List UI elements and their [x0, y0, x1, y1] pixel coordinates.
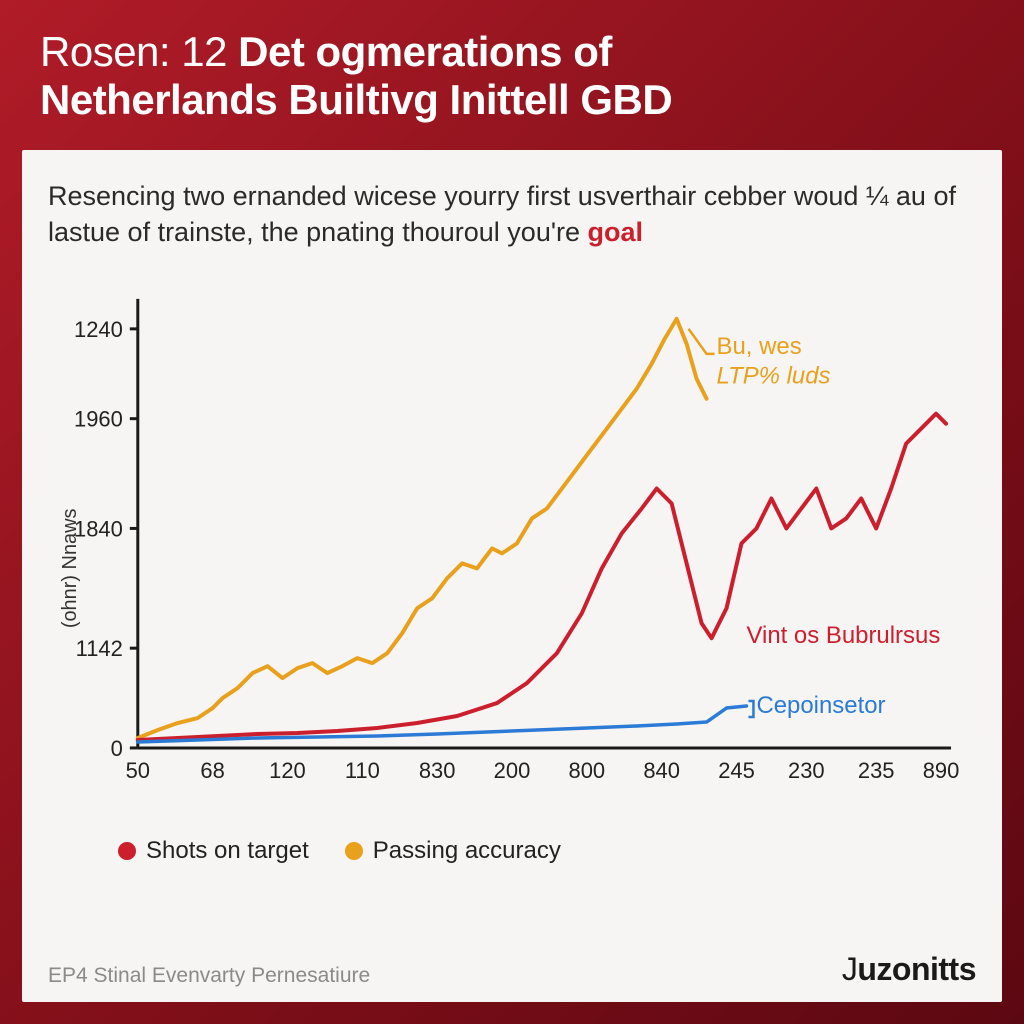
- title-line-1: Rosen: 12 Det ogmerations of: [40, 28, 984, 76]
- chart-area: 1240 1960 1840 1142 0 50 68 120 110 830 200 800 840…: [48, 269, 976, 829]
- legend-item-passing: Passing accuracy: [345, 837, 561, 865]
- svg-text:1142: 1142: [76, 636, 123, 661]
- svg-text:890: 890: [923, 758, 960, 783]
- svg-text:1240: 1240: [74, 317, 123, 342]
- svg-text:50: 50: [126, 758, 150, 783]
- svg-text:Bu, wes: Bu, wes: [717, 333, 802, 360]
- svg-text:200: 200: [494, 758, 531, 783]
- legend-dot-icon: [118, 842, 136, 860]
- subhead-text: Resencing two ernanded wicese yourry fir…: [48, 181, 956, 247]
- legend-label: Passing accuracy: [373, 837, 561, 865]
- subheading: Resencing two ernanded wicese yourry fir…: [48, 178, 976, 251]
- legend-dot-icon: [345, 842, 363, 860]
- legend: Shots on target Passing accuracy: [48, 829, 976, 865]
- svg-text:1960: 1960: [74, 407, 123, 432]
- x-tick-labels: 50 68 120 110 830 200 800 840 245 230 235 890: [126, 758, 960, 783]
- svg-text:Cepoinsetor: Cepoinsetor: [756, 692, 885, 719]
- brand-logo: Juzonitts: [842, 951, 976, 988]
- svg-text:235: 235: [858, 758, 895, 783]
- infographic-card: Rosen: 12 Det ogmerations of Netherlands…: [0, 0, 1024, 1024]
- svg-text:68: 68: [200, 758, 224, 783]
- svg-text:120: 120: [269, 758, 306, 783]
- svg-text:800: 800: [569, 758, 606, 783]
- subhead-goal-word: goal: [588, 217, 644, 247]
- y-axis-label: (ohnr) Nnaws: [59, 508, 81, 628]
- footer-row: EP4 Stinal Evenvarty Pernesatiure Juzoni…: [48, 951, 976, 988]
- title-prefix: Rosen: 12: [40, 28, 238, 75]
- legend-item-shots: Shots on target: [118, 837, 309, 865]
- svg-text:1840: 1840: [74, 516, 123, 541]
- svg-text:230: 230: [788, 758, 825, 783]
- line-chart: 1240 1960 1840 1142 0 50 68 120 110 830 200 800 840…: [48, 269, 976, 828]
- footer-caption: EP4 Stinal Evenvarty Pernesatiure: [48, 964, 370, 988]
- content-panel: Resencing two ernanded wicese yourry fir…: [22, 150, 1002, 1002]
- svg-text:245: 245: [718, 758, 755, 783]
- title-bold: Det ogmerations of: [238, 28, 612, 75]
- svg-text:110: 110: [345, 758, 380, 783]
- header-block: Rosen: 12 Det ogmerations of Netherlands…: [0, 0, 1024, 142]
- svg-text:LTP% luds: LTP% luds: [717, 363, 831, 390]
- svg-text:830: 830: [419, 758, 456, 783]
- legend-label: Shots on target: [146, 837, 309, 865]
- svg-text:0: 0: [111, 736, 123, 761]
- svg-text:840: 840: [643, 758, 680, 783]
- svg-text:Vint os Bubrulrsus: Vint os Bubrulrsus: [746, 622, 940, 649]
- y-tick-labels: 1240 1960 1840 1142 0: [74, 317, 138, 761]
- annotations: Bu, wes LTP% luds Vint os Bubrulrsus Cepoin…: [689, 329, 941, 719]
- title-line-2: Netherlands Builtivg Inittell GBD: [40, 76, 984, 124]
- brand-text: uzonitts: [857, 951, 976, 987]
